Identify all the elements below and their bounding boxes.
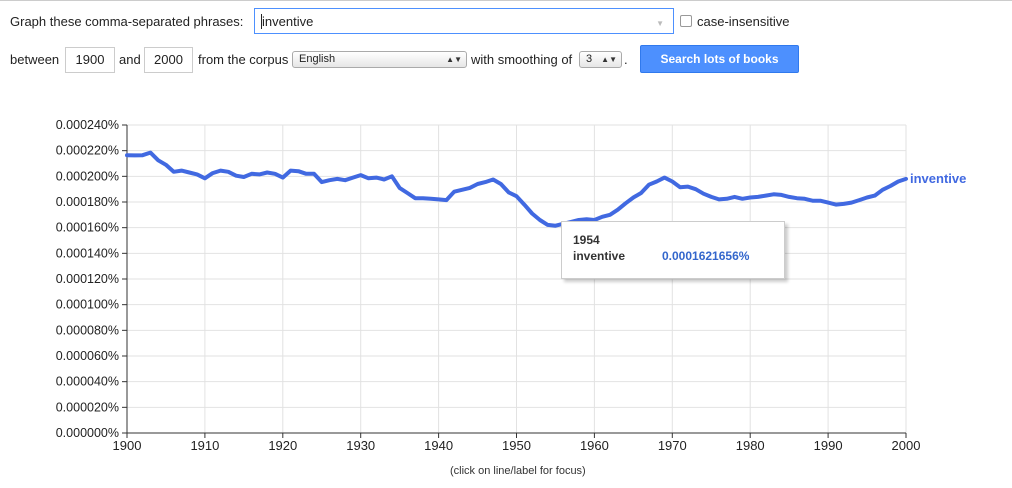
y-tick-label: 0.000180% (56, 195, 119, 209)
x-tick-label: 1910 (190, 438, 219, 453)
y-tick-label: 0.000140% (56, 246, 119, 260)
updown-arrow-icon: ▲▼ (601, 55, 617, 64)
corpus-select-value: English (299, 53, 336, 65)
smoothing-label: with smoothing of (471, 52, 573, 67)
chart-hint: (click on line/label for focus) (450, 465, 586, 477)
x-tick-label: 1930 (346, 438, 375, 453)
search-button[interactable]: Search lots of books (640, 45, 799, 73)
period: . (624, 52, 628, 67)
year-start-input[interactable]: 1900 (65, 47, 115, 73)
y-tick-label: 0.000020% (56, 400, 119, 414)
phrases-input[interactable]: inventive ▼ (254, 8, 674, 34)
smoothing-select-value: 3 (586, 53, 593, 65)
series-label-inventive[interactable]: inventive (910, 171, 966, 186)
y-tick-label: 0.000200% (56, 169, 119, 183)
x-tick-label: 1990 (814, 438, 843, 453)
x-axis-ticks: 1900 1910 1920 1930 1940 1950 1960 1970 1980 1990… (113, 433, 921, 453)
case-insensitive-checkbox[interactable] (680, 15, 692, 27)
y-axis-ticks: 0.000000% 0.000020% 0.000040% 0.000060% 0.00… (56, 118, 127, 440)
top-divider (0, 0, 1012, 1)
text-caret (261, 14, 262, 29)
series-lines[interactable] (125, 150, 908, 228)
phrases-input-value: inventive (262, 14, 314, 29)
smoothing-select[interactable]: 3 ▲▼ (579, 51, 622, 68)
phrases-label: Graph these comma-separated phrases: (10, 14, 244, 29)
between-label: between (10, 52, 60, 67)
y-tick-label: 0.000120% (56, 272, 119, 286)
corpus-select[interactable]: English ▲▼ (292, 51, 467, 68)
x-tick-label: 2000 (892, 438, 921, 453)
y-tick-label: 0.000100% (56, 298, 119, 312)
y-tick-label: 0.000040% (56, 375, 119, 389)
corpus-label: from the corpus (198, 52, 289, 67)
year-end-input[interactable]: 2000 (144, 47, 193, 73)
y-tick-label: 0.000000% (56, 426, 119, 440)
tooltip: 1954 inventive 0.0001621656% (561, 221, 785, 279)
y-tick-label: 0.000080% (56, 323, 119, 337)
and-label: and (119, 52, 141, 67)
y-tick-label: 0.000160% (56, 221, 119, 235)
x-tick-label: 1920 (268, 438, 297, 453)
series-line-inventive[interactable] (125, 150, 908, 228)
x-tick-label: 1950 (502, 438, 531, 453)
x-tick-label: 1970 (658, 438, 687, 453)
case-insensitive-label: case-insensitive (697, 14, 790, 29)
grid (127, 124, 907, 433)
updown-arrow-icon: ▲▼ (446, 55, 462, 64)
tooltip-term: inventive (573, 249, 626, 263)
x-tick-label: 1980 (736, 438, 765, 453)
y-tick-label: 0.000060% (56, 349, 119, 363)
x-tick-label: 1940 (424, 438, 453, 453)
tooltip-year: 1954 (573, 233, 600, 247)
dropdown-arrow-icon[interactable]: ▼ (656, 19, 664, 28)
x-tick-label: 1960 (580, 438, 609, 453)
y-tick-label: 0.000220% (56, 144, 119, 158)
x-tick-label: 1900 (113, 438, 142, 453)
tooltip-value: 0.0001621656% (662, 249, 750, 263)
y-tick-label: 0.000240% (56, 118, 119, 132)
series-labels[interactable]: inventive (910, 171, 966, 186)
